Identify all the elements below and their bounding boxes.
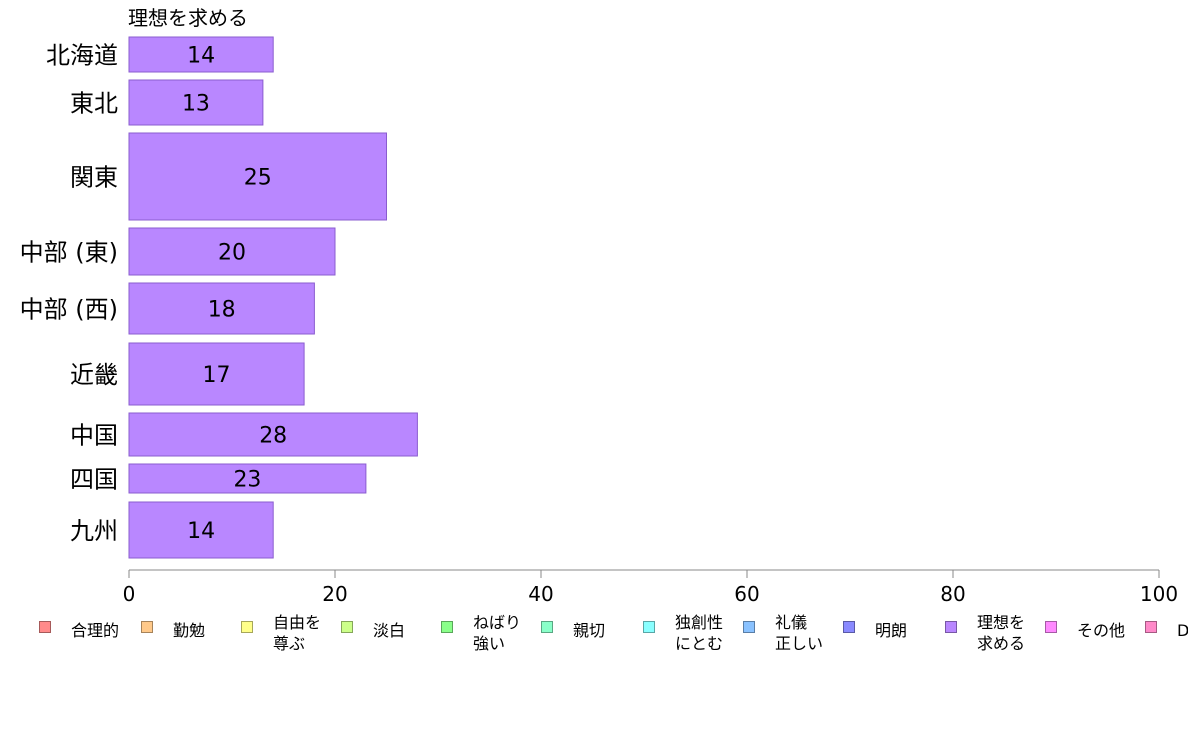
category-label: 中部 (西) <box>20 296 118 324</box>
legend-item: 親切 <box>541 612 605 641</box>
legend-swatch <box>141 621 153 633</box>
legend-swatch <box>643 621 655 633</box>
bar <box>128 282 315 335</box>
legend-label: 勤勉 <box>173 621 206 640</box>
legend-label: 親切 <box>573 621 606 640</box>
bar-value-label: 23 <box>233 468 261 493</box>
category-label: 九州 <box>70 517 118 545</box>
legend-item: 理想を 求める <box>945 612 1025 654</box>
legend-label: 自由を 尊ぶ <box>273 613 322 653</box>
bar-value-label: 28 <box>259 424 287 449</box>
legend-item: 明朗 <box>843 612 907 641</box>
legend-swatch <box>1145 621 1157 633</box>
bar <box>128 412 418 457</box>
bar-value-label: 14 <box>187 519 215 544</box>
legend-swatch <box>843 621 855 633</box>
legend-label: 淡白 <box>373 621 406 640</box>
legend-label: D <box>1177 621 1188 640</box>
legend-swatch <box>945 621 957 633</box>
category-label: 中部 (東) <box>20 239 118 267</box>
category-label: 近畿 <box>70 361 118 389</box>
legend-item: 合理的 <box>39 612 119 641</box>
legend-label: その他 <box>1077 621 1126 640</box>
legend-item: 勤勉 <box>141 612 205 641</box>
bar <box>128 342 305 406</box>
legend-label: 明朗 <box>875 621 908 640</box>
bar <box>128 132 387 221</box>
bar-value-label: 14 <box>187 44 215 69</box>
legend-item: D <box>1145 612 1188 641</box>
bar <box>128 501 274 559</box>
legend-swatch <box>341 621 353 633</box>
category-label: 北海道 <box>46 42 118 70</box>
legend-item: 自由を 尊ぶ <box>241 612 321 654</box>
legend-item: 独創性 にとむ <box>643 612 723 654</box>
legend-item: ねばり 強い <box>441 612 521 654</box>
category-label: 四国 <box>70 466 118 494</box>
x-tick-label: 60 <box>734 582 759 606</box>
legend-label: 合理的 <box>71 621 120 640</box>
x-tick-label: 80 <box>940 582 965 606</box>
x-tick-label: 0 <box>123 582 136 606</box>
legend: 合理的 勤勉 自由を 尊ぶ 淡白 ねばり 強い 親切 独創性 にとむ 礼儀 正しい 明朗 理想を … <box>0 612 1188 672</box>
legend-item: その他 <box>1045 612 1125 641</box>
series-title: 理想を求める <box>128 6 248 30</box>
bar-value-label: 13 <box>182 92 210 117</box>
legend-item: 淡白 <box>341 612 405 641</box>
legend-label: ねばり 強い <box>473 613 522 653</box>
legend-swatch <box>743 621 755 633</box>
bar-value-label: 17 <box>203 363 231 388</box>
legend-label: 理想を 求める <box>977 613 1026 653</box>
legend-swatch <box>1045 621 1057 633</box>
bars-group: 14 北海道 13 東北 25 関東 20 中部 (東) 18 中部 (西) 17 近畿 28 中国 23 四… <box>20 36 418 559</box>
legend-item: 礼儀 正しい <box>743 612 823 654</box>
legend-swatch <box>39 621 51 633</box>
legend-swatch <box>541 621 553 633</box>
bar-value-label: 20 <box>218 241 246 266</box>
x-tick-label: 40 <box>528 582 553 606</box>
bar-value-label: 18 <box>208 298 236 323</box>
legend-swatch <box>241 621 253 633</box>
legend-label: 礼儀 正しい <box>775 613 824 653</box>
legend-swatch <box>441 621 453 633</box>
category-label: 関東 <box>70 164 118 192</box>
bar <box>128 79 264 126</box>
x-tick-label: 100 <box>1140 582 1178 606</box>
category-label: 中国 <box>70 422 118 450</box>
bar-chart: 理想を求める 14 北海道 13 東北 25 関東 20 中部 (東) 18 中部 (西) 17 近畿… <box>20 6 1178 606</box>
x-tick-label: 20 <box>322 582 347 606</box>
bar-value-label: 25 <box>244 166 272 191</box>
legend-label: 独創性 にとむ <box>675 613 724 653</box>
x-axis: 0 20 40 60 80 100 <box>123 569 1178 606</box>
bar <box>128 227 336 276</box>
bar <box>128 36 274 73</box>
category-label: 東北 <box>70 90 118 118</box>
bar <box>128 463 367 494</box>
